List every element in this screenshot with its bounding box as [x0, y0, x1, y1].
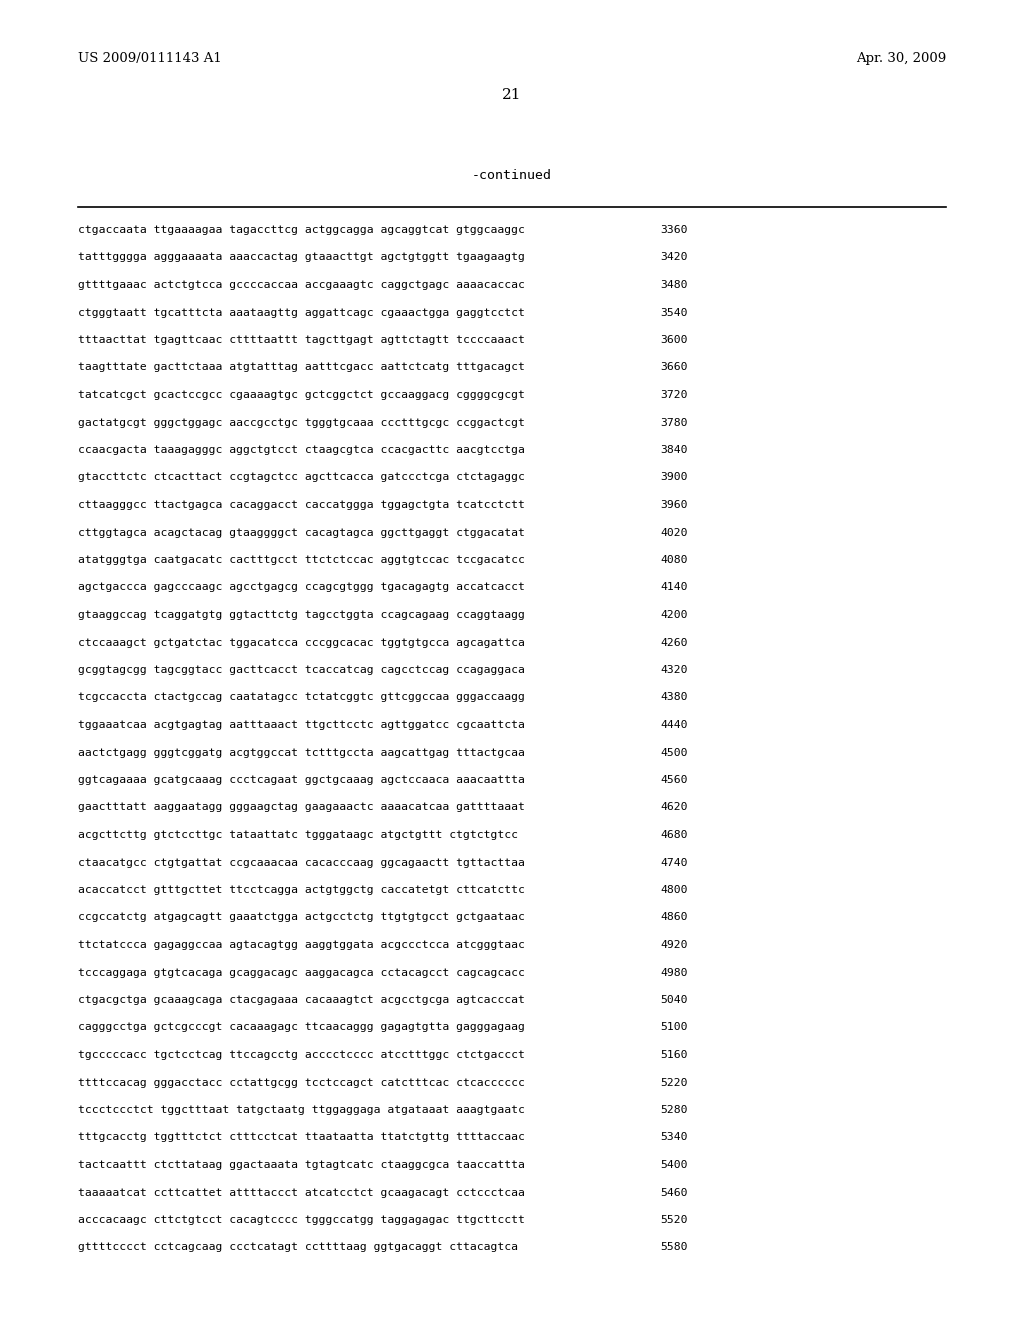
- Text: Apr. 30, 2009: Apr. 30, 2009: [856, 51, 946, 65]
- Text: 4560: 4560: [660, 775, 687, 785]
- Text: 3480: 3480: [660, 280, 687, 290]
- Text: tgcccccacc tgctcctcag ttccagcctg acccctcccc atcctttggc ctctgaccct: tgcccccacc tgctcctcag ttccagcctg acccctc…: [78, 1049, 525, 1060]
- Text: 4920: 4920: [660, 940, 687, 950]
- Text: tcccaggaga gtgtcacaga gcaggacagc aaggacagca cctacagcct cagcagcacc: tcccaggaga gtgtcacaga gcaggacagc aaggaca…: [78, 968, 525, 978]
- Text: 5160: 5160: [660, 1049, 687, 1060]
- Text: ctaacatgcc ctgtgattat ccgcaaacaa cacacccaag ggcagaactt tgttacttaa: ctaacatgcc ctgtgattat ccgcaaacaa cacaccc…: [78, 858, 525, 867]
- Text: atatgggtga caatgacatc cactttgcct ttctctccac aggtgtccac tccgacatcc: atatgggtga caatgacatc cactttgcct ttctctc…: [78, 554, 525, 565]
- Text: 4260: 4260: [660, 638, 687, 648]
- Text: ccgccatctg atgagcagtt gaaatctgga actgcctctg ttgtgtgcct gctgaataac: ccgccatctg atgagcagtt gaaatctgga actgcct…: [78, 912, 525, 923]
- Text: tatcatcgct gcactccgcc cgaaaagtgc gctcggctct gccaaggacg cggggcgcgt: tatcatcgct gcactccgcc cgaaaagtgc gctcggc…: [78, 389, 525, 400]
- Text: ggtcagaaaa gcatgcaaag ccctcagaat ggctgcaaag agctccaaca aaacaattta: ggtcagaaaa gcatgcaaag ccctcagaat ggctgca…: [78, 775, 525, 785]
- Text: 3420: 3420: [660, 252, 687, 263]
- Text: aactctgagg gggtcggatg acgtggccat tctttgccta aagcattgag tttactgcaa: aactctgagg gggtcggatg acgtggccat tctttgc…: [78, 747, 525, 758]
- Text: tactcaattt ctcttataag ggactaaata tgtagtcatc ctaaggcgca taaccattta: tactcaattt ctcttataag ggactaaata tgtagtc…: [78, 1160, 525, 1170]
- Text: tcgccaccta ctactgccag caatatagcc tctatcggtc gttcggccaa gggaccaagg: tcgccaccta ctactgccag caatatagcc tctatcg…: [78, 693, 525, 702]
- Text: 4800: 4800: [660, 884, 687, 895]
- Text: tatttgggga agggaaaata aaaccactag gtaaacttgt agctgtggtt tgaagaagtg: tatttgggga agggaaaata aaaccactag gtaaact…: [78, 252, 525, 263]
- Text: gaactttatt aaggaatagg gggaagctag gaagaaactc aaaacatcaa gattttaaat: gaactttatt aaggaatagg gggaagctag gaagaaa…: [78, 803, 525, 813]
- Text: 3660: 3660: [660, 363, 687, 372]
- Text: acccacaagc cttctgtcct cacagtcccc tgggccatgg taggagagac ttgcttcctt: acccacaagc cttctgtcct cacagtcccc tgggcca…: [78, 1214, 525, 1225]
- Text: 4860: 4860: [660, 912, 687, 923]
- Text: acaccatcct gtttgcttet ttcctcagga actgtggctg caccatetgt cttcatcttc: acaccatcct gtttgcttet ttcctcagga actgtgg…: [78, 884, 525, 895]
- Text: gcggtagcgg tagcggtacc gacttcacct tcaccatcag cagcctccag ccagaggaca: gcggtagcgg tagcggtacc gacttcacct tcaccat…: [78, 665, 525, 675]
- Text: 5520: 5520: [660, 1214, 687, 1225]
- Text: US 2009/0111143 A1: US 2009/0111143 A1: [78, 51, 222, 65]
- Text: gttttcccct cctcagcaag ccctcatagt ccttttaag ggtgacaggt cttacagtca: gttttcccct cctcagcaag ccctcatagt cctttta…: [78, 1242, 518, 1253]
- Text: 4680: 4680: [660, 830, 687, 840]
- Text: acgcttcttg gtctccttgc tataattatc tgggataagc atgctgttt ctgtctgtcc: acgcttcttg gtctccttgc tataattatc tgggata…: [78, 830, 518, 840]
- Text: gttttgaaac actctgtcca gccccaccaa accgaaagtc caggctgagc aaaacaccac: gttttgaaac actctgtcca gccccaccaa accgaaa…: [78, 280, 525, 290]
- Text: 4200: 4200: [660, 610, 687, 620]
- Text: tttgcacctg tggtttctct ctttcctcat ttaataatta ttatctgttg ttttaccaac: tttgcacctg tggtttctct ctttcctcat ttaataa…: [78, 1133, 525, 1143]
- Text: agctgaccca gagcccaagc agcctgagcg ccagcgtggg tgacagagtg accatcacct: agctgaccca gagcccaagc agcctgagcg ccagcgt…: [78, 582, 525, 593]
- Text: ttttccacag gggacctacc cctattgcgg tcctccagct catctttcac ctcacccccc: ttttccacag gggacctacc cctattgcgg tcctcca…: [78, 1077, 525, 1088]
- Text: 4740: 4740: [660, 858, 687, 867]
- Text: 3540: 3540: [660, 308, 687, 318]
- Text: tttaacttat tgagttcaac cttttaattt tagcttgagt agttctagtt tccccaaact: tttaacttat tgagttcaac cttttaattt tagcttg…: [78, 335, 525, 345]
- Text: taaaaatcat ccttcattet attttaccct atcatcctct gcaagacagt cctccctcaa: taaaaatcat ccttcattet attttaccct atcatcc…: [78, 1188, 525, 1197]
- Text: 3600: 3600: [660, 335, 687, 345]
- Text: gactatgcgt gggctggagc aaccgcctgc tgggtgcaaa ccctttgcgc ccggactcgt: gactatgcgt gggctggagc aaccgcctgc tgggtgc…: [78, 417, 525, 428]
- Text: 4020: 4020: [660, 528, 687, 537]
- Text: gtaaggccag tcaggatgtg ggtacttctg tagcctggta ccagcagaag ccaggtaagg: gtaaggccag tcaggatgtg ggtacttctg tagcctg…: [78, 610, 525, 620]
- Text: -continued: -continued: [472, 169, 552, 182]
- Text: gtaccttctc ctcacttact ccgtagctcc agcttcacca gatccctcga ctctagaggc: gtaccttctc ctcacttact ccgtagctcc agcttca…: [78, 473, 525, 483]
- Text: 4140: 4140: [660, 582, 687, 593]
- Text: 5400: 5400: [660, 1160, 687, 1170]
- Text: 5460: 5460: [660, 1188, 687, 1197]
- Text: 4440: 4440: [660, 719, 687, 730]
- Text: 4080: 4080: [660, 554, 687, 565]
- Text: 5040: 5040: [660, 995, 687, 1005]
- Text: 5340: 5340: [660, 1133, 687, 1143]
- Text: 3840: 3840: [660, 445, 687, 455]
- Text: ctgggtaatt tgcatttcta aaataagttg aggattcagc cgaaactgga gaggtcctct: ctgggtaatt tgcatttcta aaataagttg aggattc…: [78, 308, 525, 318]
- Text: 4620: 4620: [660, 803, 687, 813]
- Text: cttggtagca acagctacag gtaaggggct cacagtagca ggcttgaggt ctggacatat: cttggtagca acagctacag gtaaggggct cacagta…: [78, 528, 525, 537]
- Text: 5580: 5580: [660, 1242, 687, 1253]
- Text: ctgaccaata ttgaaaagaa tagaccttcg actggcagga agcaggtcat gtggcaaggc: ctgaccaata ttgaaaagaa tagaccttcg actggca…: [78, 224, 525, 235]
- Text: 5220: 5220: [660, 1077, 687, 1088]
- Text: 3360: 3360: [660, 224, 687, 235]
- Text: ctccaaagct gctgatctac tggacatcca cccggcacac tggtgtgcca agcagattca: ctccaaagct gctgatctac tggacatcca cccggca…: [78, 638, 525, 648]
- Text: 4500: 4500: [660, 747, 687, 758]
- Text: 4980: 4980: [660, 968, 687, 978]
- Text: 4320: 4320: [660, 665, 687, 675]
- Text: 3720: 3720: [660, 389, 687, 400]
- Text: ttctatccca gagaggccaa agtacagtgg aaggtggata acgccctcca atcgggtaac: ttctatccca gagaggccaa agtacagtgg aaggtgg…: [78, 940, 525, 950]
- Text: 3960: 3960: [660, 500, 687, 510]
- Text: 5280: 5280: [660, 1105, 687, 1115]
- Text: tccctccctct tggctttaat tatgctaatg ttggaggaga atgataaat aaagtgaatc: tccctccctct tggctttaat tatgctaatg ttggag…: [78, 1105, 525, 1115]
- Text: 3900: 3900: [660, 473, 687, 483]
- Text: taagtttate gacttctaaa atgtatttag aatttcgacc aattctcatg tttgacagct: taagtttate gacttctaaa atgtatttag aatttcg…: [78, 363, 525, 372]
- Text: ctgacgctga gcaaagcaga ctacgagaaa cacaaagtct acgcctgcga agtcacccat: ctgacgctga gcaaagcaga ctacgagaaa cacaaag…: [78, 995, 525, 1005]
- Text: ccaacgacta taaagagggc aggctgtcct ctaagcgtca ccacgacttc aacgtcctga: ccaacgacta taaagagggc aggctgtcct ctaagcg…: [78, 445, 525, 455]
- Text: 4380: 4380: [660, 693, 687, 702]
- Text: cagggcctga gctcgcccgt cacaaagagc ttcaacaggg gagagtgtta gagggagaag: cagggcctga gctcgcccgt cacaaagagc ttcaaca…: [78, 1023, 525, 1032]
- Text: 21: 21: [502, 88, 522, 102]
- Text: cttaagggcc ttactgagca cacaggacct caccatggga tggagctgta tcatcctctt: cttaagggcc ttactgagca cacaggacct caccatg…: [78, 500, 525, 510]
- Text: 3780: 3780: [660, 417, 687, 428]
- Text: 5100: 5100: [660, 1023, 687, 1032]
- Text: tggaaatcaa acgtgagtag aatttaaact ttgcttcctc agttggatcc cgcaattcta: tggaaatcaa acgtgagtag aatttaaact ttgcttc…: [78, 719, 525, 730]
